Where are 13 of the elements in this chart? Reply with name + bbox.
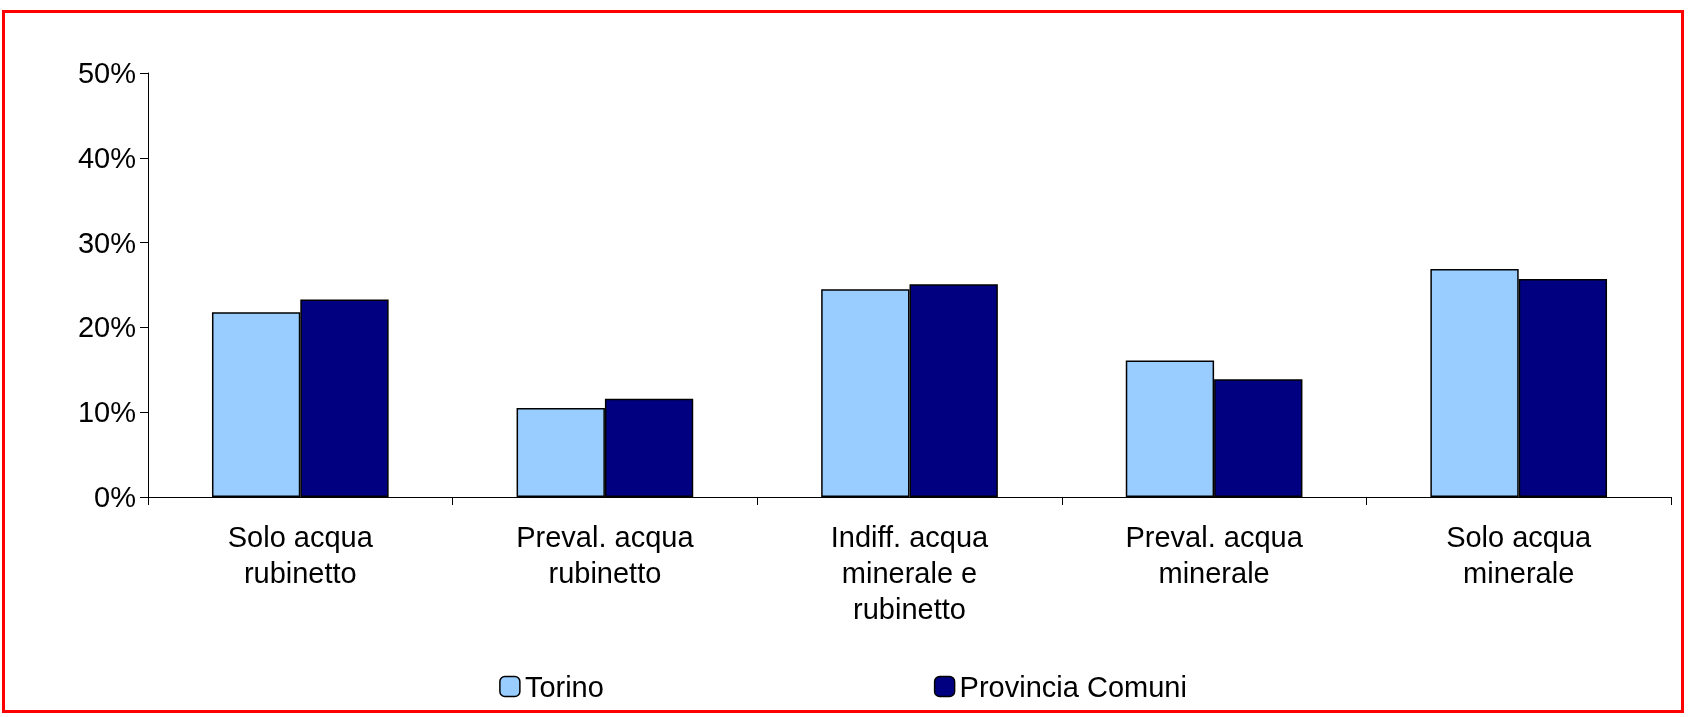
legend-label: Provincia Comuni <box>959 670 1187 703</box>
y-tick-label: 30% <box>77 226 136 259</box>
x-tick-label: Indiff. acqua minerale e rubinetto <box>830 521 990 625</box>
x-tick-label: Preval. acqua rubinetto <box>516 521 695 589</box>
y-tick-label: 40% <box>77 141 136 174</box>
y-tick-label: 0% <box>94 481 136 513</box>
legend-label: Torino <box>524 670 604 703</box>
y-tick-label: 20% <box>77 311 136 344</box>
x-tick-label: Solo acqua rubinetto <box>227 521 374 589</box>
x-tick-label: Solo acqua minerale <box>1446 521 1593 589</box>
x-tick-label: Preval. acqua minerale <box>1125 521 1304 589</box>
y-tick-label: 50% <box>77 57 136 89</box>
y-tick-label: 10% <box>77 396 136 429</box>
